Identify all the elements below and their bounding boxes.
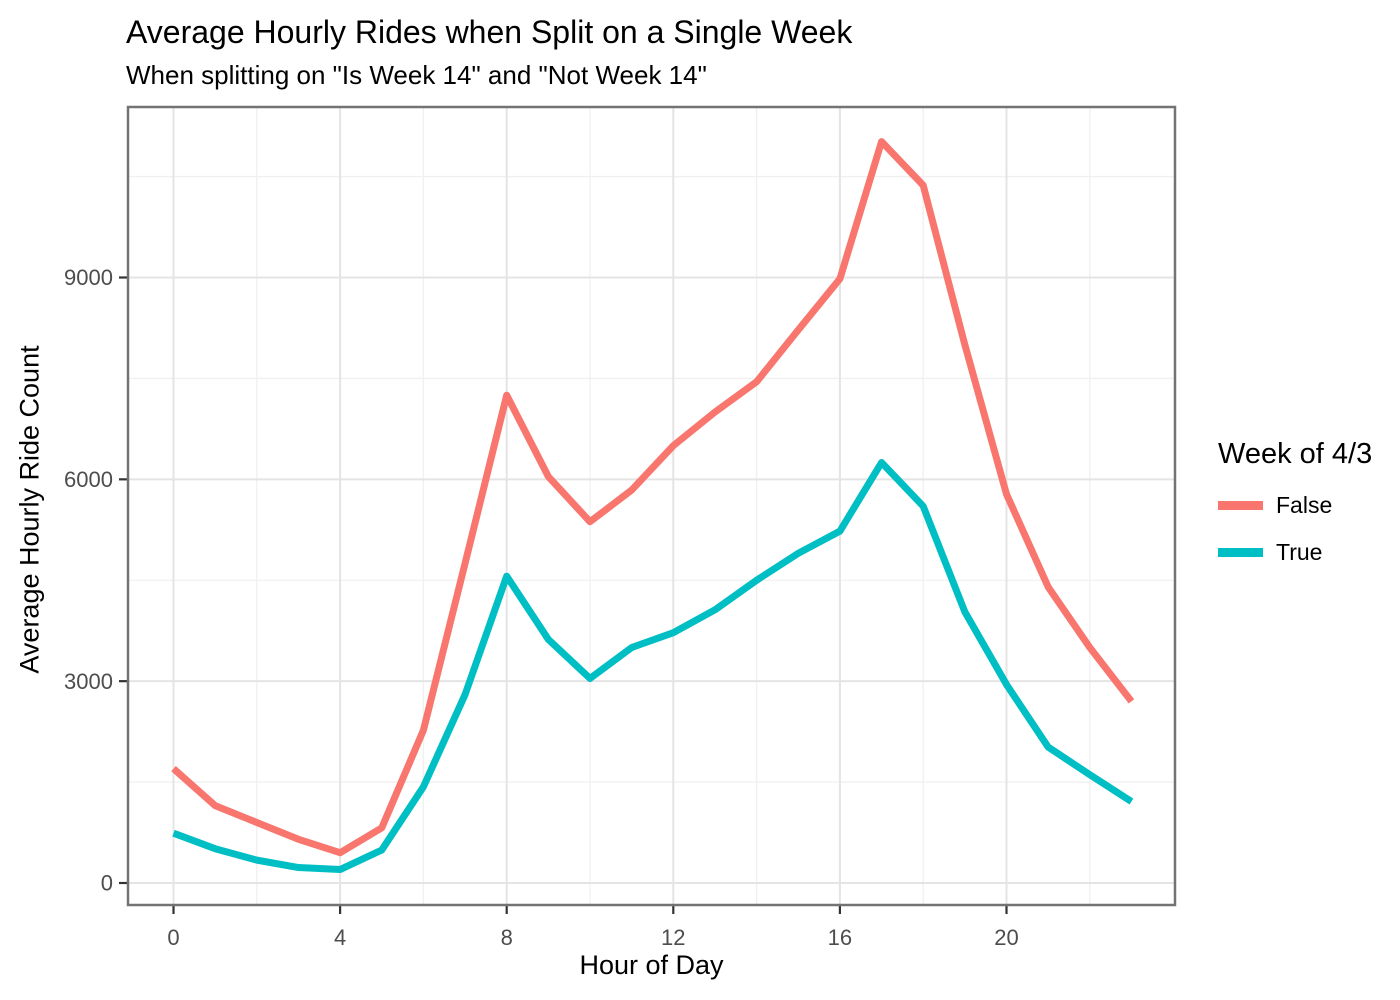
chart-title: Average Hourly Rides when Split on a Sin… [126, 14, 853, 50]
legend-label-true: True [1276, 538, 1323, 565]
chart-subtitle: When splitting on "Is Week 14" and "Not … [126, 60, 707, 90]
x-tick-label: 20 [994, 925, 1018, 950]
x-axis-title: Hour of Day [579, 950, 724, 980]
legend-key-false-swatch [1218, 500, 1263, 510]
legend-item-true: True [1218, 538, 1372, 565]
series-line-true [172, 459, 1134, 874]
y-tick-label: 3000 [64, 669, 113, 694]
x-tick-label: 0 [167, 925, 179, 950]
series-line-false [171, 138, 1135, 857]
y-tick-label: 0 [101, 871, 113, 896]
legend-item-false: False [1218, 491, 1372, 518]
x-tick-label: 4 [334, 925, 346, 950]
legend-title: Week of 4/3 [1218, 438, 1373, 470]
y-axis-title: Average Hourly Ride Count [14, 345, 45, 674]
legend-key-true-swatch [1218, 547, 1263, 557]
legend-label-false: False [1276, 491, 1333, 518]
y-tick-label: 9000 [64, 265, 113, 290]
panel-border [126, 105, 1177, 907]
legend: Week of 4/3 False True [1218, 438, 1372, 587]
x-tick-label: 16 [828, 925, 852, 950]
x-tick-label: 8 [501, 925, 513, 950]
x-tick-label: 12 [661, 925, 685, 950]
y-tick-label: 6000 [64, 467, 113, 492]
